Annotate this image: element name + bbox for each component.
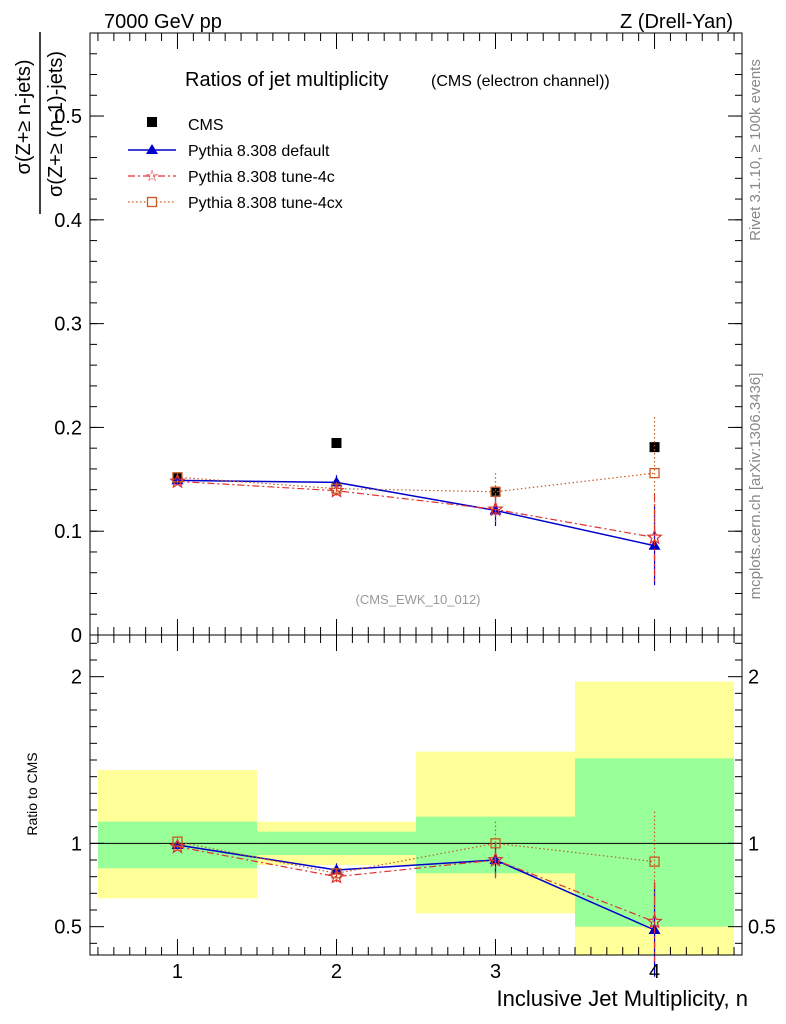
ratio-ytick-label-right: 2 [748, 667, 759, 689]
ratio-ytick-label-right: 1 [748, 833, 759, 855]
top-default-line [177, 479, 655, 547]
xtick-label: 3 [490, 961, 501, 983]
bottom-panel-frame [89, 634, 743, 956]
legend-marker-default [146, 144, 158, 154]
x-axis-label: Inclusive Jet Multiplicity, n [497, 986, 748, 1011]
rivet-version-label: Rivet 3.1.10, ≥ 100k events [747, 59, 764, 241]
top-tune-4c-point [646, 528, 663, 545]
cms-data-point [490, 486, 501, 497]
ratio-tune-4cx-point [172, 836, 183, 847]
ratio-ylabel: Ratio to CMS [24, 752, 40, 835]
ratio-tune-4cx-line [177, 841, 655, 874]
ratio-ytick-label: 1 [71, 833, 82, 855]
cms-data-point [331, 437, 342, 448]
ratio-ytick-label-right: 0.5 [748, 917, 776, 939]
ratio-bands [90, 681, 742, 955]
mcplots-source-label: mcplots.cern.ch [arXiv:1306.3436] [747, 373, 764, 600]
top-tune-4c-line [177, 480, 655, 539]
ylabel-denominator: σ(Z+≥ (n-1)-jets) [45, 51, 67, 197]
ratio-ytick-label: 0.5 [54, 917, 82, 939]
analysis-watermark: (CMS_EWK_10_012) [356, 592, 481, 607]
top-ytick-label: 0.4 [54, 210, 82, 232]
ratio-tune-4cx-point [649, 856, 660, 867]
legend-marker-tune-4cx [146, 196, 158, 208]
top-tune-4cx-line [177, 472, 655, 493]
axis-ticks [90, 33, 742, 955]
xtick-label: 1 [172, 961, 183, 983]
ratio-tune-4c-point [646, 913, 663, 929]
cms-data-point [649, 442, 660, 453]
xtick-label: 2 [331, 961, 342, 983]
legend-label-default: Pythia 8.308 default [188, 143, 330, 160]
top-ytick-label: 0.2 [54, 417, 82, 439]
legend-marker-cms [147, 117, 157, 127]
top-ytick-label: 0.5 [54, 106, 82, 128]
top-tune-4cx-point [490, 486, 501, 497]
top-ytick-label: 0.1 [54, 521, 82, 543]
tick-labels: 0 0.1 0.2 0.3 0.4 0.5 0.5 0.5 1 1 2 2 1 2 3 4 [54, 106, 776, 983]
legend: CMS Pythia 8.308 default ☆ Pythia 8.308 … [128, 117, 343, 212]
top-ytick-label: 0 [71, 625, 82, 647]
xtick-label: 4 [649, 961, 660, 983]
ratio-tune-4cx-point [331, 868, 342, 879]
legend-label-cms: CMS [188, 117, 224, 134]
top-ytick-label: 0.3 [54, 314, 82, 336]
chart-subtitle: (CMS (electron channel)) [431, 73, 610, 90]
legend-label-tune-4c: Pythia 8.308 tune-4c [188, 169, 335, 186]
top-tune-4c-point [487, 500, 504, 517]
chart-title: Ratios of jet multiplicity [185, 69, 388, 91]
header-right: Z (Drell-Yan) [620, 11, 733, 33]
ratio-ytick-label: 2 [71, 667, 82, 689]
ratio-tune-4c-line [177, 846, 655, 923]
ylabel-numerator: σ(Z+≥ n-jets) [13, 60, 35, 175]
top-tune-4cx-point [172, 472, 183, 483]
top-tune-4cx-point [331, 483, 342, 494]
ratio-tune-4cx-point [490, 838, 501, 849]
legend-marker-tune-4c: ☆ [145, 168, 159, 185]
series-layer [169, 417, 663, 977]
legend-label-tune-4cx: Pythia 8.308 tune-4cx [188, 195, 343, 212]
header-left: 7000 GeV pp [104, 11, 222, 33]
top-tune-4cx-point [649, 467, 660, 479]
